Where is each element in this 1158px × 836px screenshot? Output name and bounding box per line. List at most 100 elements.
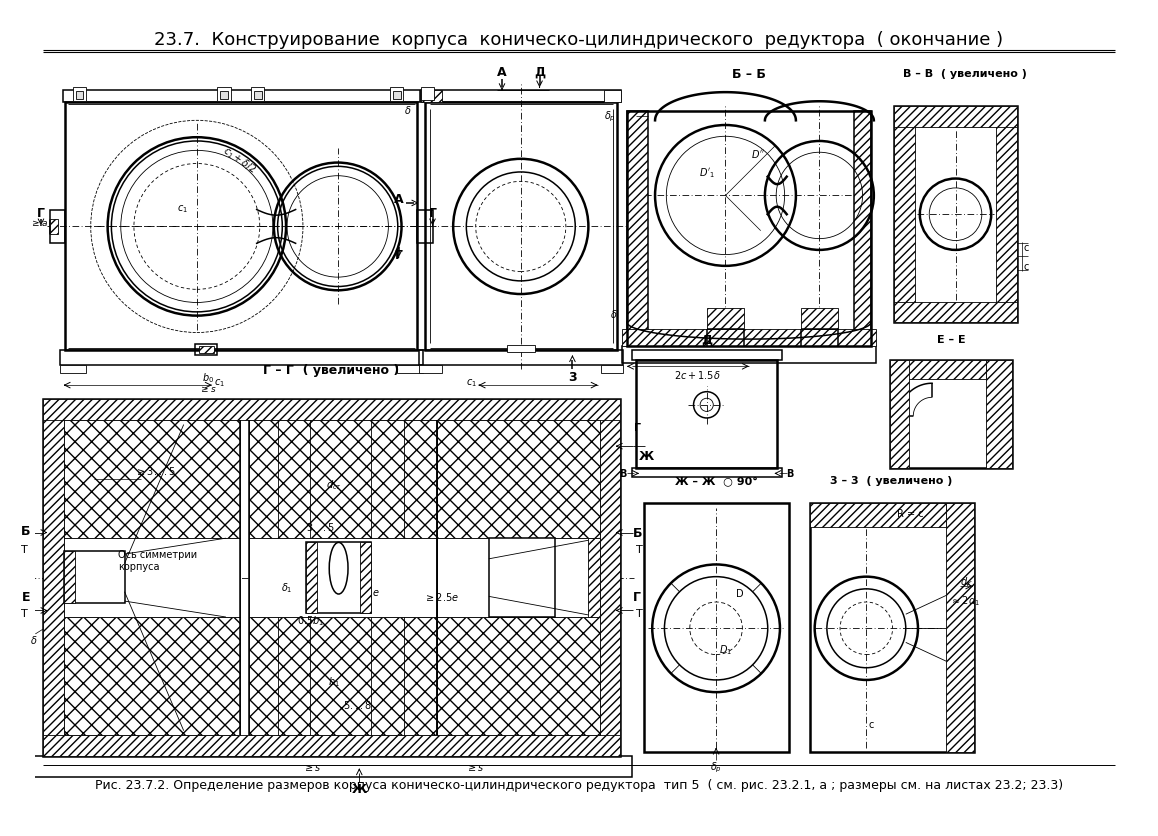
- Bar: [889, 360, 1012, 468]
- Text: $b_1$: $b_1$: [328, 674, 339, 688]
- Bar: [73, 89, 86, 101]
- Bar: [50, 211, 65, 244]
- Bar: [419, 366, 442, 374]
- Text: Б: Б: [21, 524, 31, 538]
- Bar: [489, 538, 555, 617]
- Bar: [64, 421, 240, 538]
- Bar: [249, 617, 438, 736]
- Bar: [64, 617, 240, 736]
- Bar: [894, 107, 915, 323]
- Bar: [393, 92, 401, 99]
- Bar: [889, 360, 985, 379]
- Bar: [438, 421, 600, 538]
- Text: $3...5$: $3...5$: [306, 520, 335, 533]
- Text: Г: Г: [395, 249, 403, 262]
- Text: Г: Г: [37, 206, 45, 220]
- Text: $\delta_p$: $\delta_p$: [604, 110, 616, 124]
- Bar: [855, 112, 871, 346]
- Text: Ж – Ж  ○ 90°: Ж – Ж ○ 90°: [675, 476, 757, 486]
- Text: $D'_1$: $D'_1$: [698, 166, 714, 180]
- Bar: [422, 91, 442, 103]
- Text: T: T: [636, 545, 643, 555]
- Bar: [75, 92, 83, 99]
- Text: $\delta$: $\delta$: [610, 308, 617, 319]
- Bar: [64, 538, 240, 617]
- Bar: [306, 543, 317, 614]
- Text: c: c: [1024, 242, 1028, 252]
- Bar: [644, 504, 790, 752]
- Text: $\delta_1$: $\delta_1$: [281, 580, 293, 594]
- Text: $\delta$: $\delta$: [30, 633, 37, 645]
- Bar: [809, 504, 946, 528]
- Ellipse shape: [329, 543, 349, 594]
- Text: 3: 3: [569, 370, 577, 384]
- Text: T: T: [21, 609, 28, 619]
- Text: Ж: Ж: [352, 782, 367, 795]
- Text: c: c: [868, 719, 873, 729]
- Text: Ось симметрии: Ось симметрии: [118, 549, 197, 559]
- Text: Д: Д: [701, 334, 712, 346]
- Text: Ж: Ж: [639, 450, 654, 462]
- Text: Е: Е: [22, 590, 30, 603]
- Bar: [254, 92, 262, 99]
- Bar: [60, 366, 86, 374]
- Text: D: D: [735, 588, 743, 598]
- Text: $d_{ст}$: $d_{ст}$: [325, 477, 342, 491]
- Text: $\geq s$: $\geq s$: [467, 762, 485, 772]
- Bar: [889, 360, 909, 468]
- Bar: [809, 504, 974, 752]
- Text: В – В  ( увеличено ): В – В ( увеличено ): [903, 69, 1027, 79]
- Text: Г: Г: [633, 590, 642, 603]
- Text: $e$: $e$: [373, 587, 380, 597]
- Text: $\geq a$: $\geq a$: [30, 217, 49, 227]
- Text: $D''$: $D''$: [752, 148, 765, 160]
- Text: B: B: [786, 469, 794, 479]
- Text: $c_1$: $c_1$: [177, 202, 189, 214]
- Bar: [64, 552, 75, 604]
- Bar: [425, 103, 617, 351]
- Text: $d_K$: $d_K$: [960, 575, 974, 589]
- Bar: [199, 346, 214, 354]
- Text: $\approx 2 d_1$: $\approx 2 d_1$: [950, 594, 980, 607]
- Bar: [43, 400, 64, 756]
- Bar: [60, 351, 423, 366]
- Text: $\geq s$: $\geq s$: [303, 762, 322, 772]
- Text: A: A: [394, 192, 403, 206]
- Bar: [622, 329, 875, 346]
- Bar: [626, 112, 647, 346]
- Bar: [65, 103, 418, 351]
- Bar: [985, 360, 1012, 468]
- Bar: [894, 107, 1017, 323]
- Text: Б: Б: [632, 527, 642, 539]
- Text: c: c: [1024, 262, 1028, 272]
- Bar: [600, 400, 621, 756]
- Bar: [631, 351, 782, 360]
- Text: $D_1$: $D_1$: [719, 642, 732, 656]
- Text: Г: Г: [428, 206, 437, 220]
- Bar: [800, 308, 838, 329]
- Text: Е – Е: Е – Е: [937, 334, 965, 344]
- Text: 3 – 3  ( увеличено ): 3 – 3 ( увеличено ): [830, 476, 953, 486]
- Bar: [419, 351, 623, 366]
- Bar: [422, 91, 621, 103]
- Text: $c_1$: $c_1$: [214, 377, 225, 389]
- Text: Рис. 23.7.2. Определение размеров корпуса коническо-цилиндрического редуктора  т: Рис. 23.7.2. Определение размеров корпус…: [95, 777, 1063, 791]
- Text: $b_0$: $b_0$: [201, 370, 214, 384]
- Text: Г: Г: [633, 423, 640, 433]
- Bar: [438, 617, 600, 736]
- Bar: [622, 346, 875, 363]
- Bar: [43, 400, 621, 756]
- Bar: [422, 88, 434, 100]
- Text: T: T: [21, 545, 28, 555]
- Bar: [706, 308, 745, 329]
- Bar: [50, 220, 58, 235]
- Text: T: T: [636, 609, 643, 619]
- Text: корпуса: корпуса: [118, 562, 160, 572]
- Bar: [418, 211, 433, 244]
- Bar: [195, 344, 218, 355]
- Bar: [306, 543, 372, 614]
- Bar: [249, 538, 438, 617]
- Text: Д: Д: [534, 66, 545, 79]
- Bar: [631, 468, 782, 477]
- Bar: [43, 736, 621, 756]
